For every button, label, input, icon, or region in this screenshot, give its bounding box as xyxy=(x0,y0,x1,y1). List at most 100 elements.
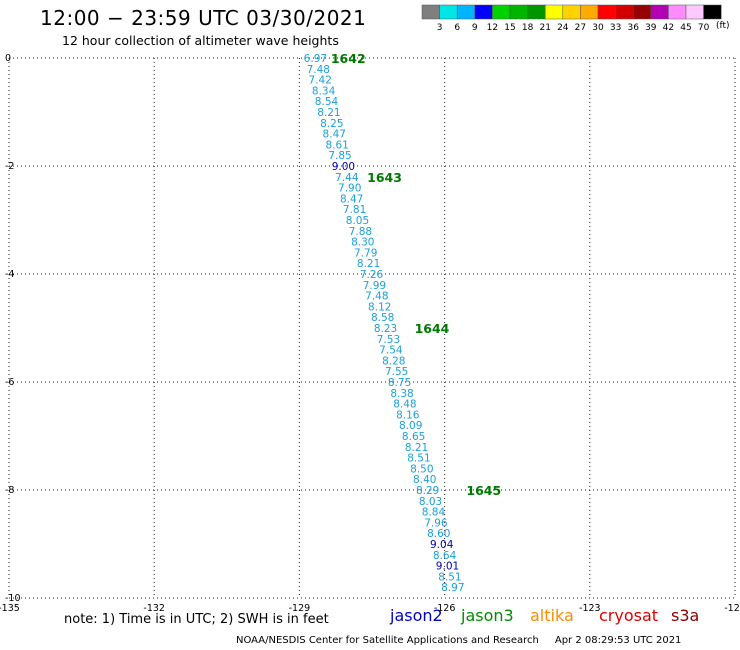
y-tick-label: -10 xyxy=(5,593,21,604)
wave-height-value: 8.97 xyxy=(441,582,464,594)
wave-height-value: 7.55 xyxy=(385,366,408,378)
wave-height-value: 8.54 xyxy=(315,96,339,108)
color-swatch xyxy=(421,4,440,20)
wave-height-value: 8.51 xyxy=(438,571,461,583)
color-tick-label: 18 xyxy=(522,23,534,33)
credit-line: NOAA/NESDIS Center for Satellite Applica… xyxy=(236,635,681,646)
color-tick-label: 27 xyxy=(575,23,586,33)
wave-height-value: 7.53 xyxy=(377,334,400,346)
color-swatch xyxy=(597,4,616,20)
color-tick-label: 12 xyxy=(487,23,498,33)
wave-height-value: 8.29 xyxy=(416,485,439,497)
wave-height-value: 8.65 xyxy=(402,431,425,443)
color-swatch xyxy=(544,4,564,20)
y-tick-label: 0 xyxy=(5,53,11,64)
color-tick-label: 36 xyxy=(627,23,639,33)
wave-height-value: 7.54 xyxy=(379,345,403,357)
wave-height-value: 8.21 xyxy=(405,442,428,454)
wave-height-value: 8.84 xyxy=(422,507,446,519)
color-tick-label: 15 xyxy=(504,23,515,33)
y-tick-label: -6 xyxy=(5,377,14,388)
wave-height-value: 8.30 xyxy=(351,237,374,249)
time-labels: 1642 1643 1644 1645 xyxy=(331,51,501,498)
color-swatch xyxy=(668,4,687,20)
wave-height-value: 7.81 xyxy=(343,204,366,216)
legend-jason2: jason2 xyxy=(390,606,443,625)
color-swatch xyxy=(685,4,704,20)
color-swatch xyxy=(615,4,634,20)
wave-height-value: 7.90 xyxy=(338,183,361,195)
wave-height-value: 7.48 xyxy=(307,64,330,76)
x-tick-label: -135 xyxy=(0,603,20,614)
wave-height-value: 7.26 xyxy=(360,269,384,281)
color-tick-label: 45 xyxy=(680,23,691,33)
x-tick-label: -126 xyxy=(434,603,456,614)
color-swatch xyxy=(509,4,528,20)
wave-height-value: 8.25 xyxy=(320,118,343,130)
wave-height-value: 6.97 xyxy=(304,53,327,65)
color-tick-label: 24 xyxy=(557,23,569,33)
wave-height-value: 8.47 xyxy=(323,129,346,141)
wave-height-value: 8.34 xyxy=(312,85,336,97)
wave-height-value: 8.28 xyxy=(382,355,405,367)
colorbar-unit: (ft) xyxy=(716,21,730,31)
wave-height-value: 8.23 xyxy=(374,323,397,335)
wave-height-value: 8.05 xyxy=(346,215,369,227)
wave-height-value: 9.01 xyxy=(436,561,459,573)
color-swatch xyxy=(562,4,581,20)
wave-height-value: 8.16 xyxy=(396,409,420,421)
y-tick-label: -8 xyxy=(5,485,14,496)
chart-subtitle: 12 hour collection of altimeter wave hei… xyxy=(62,33,339,48)
time-label: 1642 xyxy=(331,51,366,66)
wave-height-value: 8.61 xyxy=(325,139,348,151)
units-note: note: 1) Time is in UTC; 2) SWH is in fe… xyxy=(64,612,329,627)
wave-height-value: 8.38 xyxy=(390,388,413,400)
color-swatch xyxy=(456,4,476,20)
wave-height-value: 7.88 xyxy=(349,226,372,238)
color-tick-label: 42 xyxy=(663,23,674,33)
color-tick-label: 33 xyxy=(610,23,621,33)
x-tick-label: -132 xyxy=(143,603,165,614)
wave-height-value: 8.50 xyxy=(410,463,433,475)
wave-height-value: 7.96 xyxy=(424,517,448,529)
color-tick-label: 21 xyxy=(539,23,550,33)
wave-height-labels: 6.977.487.428.348.548.218.258.478.617.85… xyxy=(304,53,465,594)
color-swatch xyxy=(632,4,652,20)
wave-height-value: 8.21 xyxy=(317,107,340,119)
wave-height-value: 8.21 xyxy=(357,258,380,270)
legend-jason3: jason3 xyxy=(461,606,514,625)
wave-height-value: 8.40 xyxy=(413,474,436,486)
legend-cryosat: cryosat xyxy=(599,606,659,625)
grid-lines xyxy=(8,57,736,599)
color-swatch xyxy=(703,4,722,20)
wave-height-value: 8.09 xyxy=(399,420,422,432)
time-label: 1645 xyxy=(466,483,501,498)
color-swatch xyxy=(580,4,599,20)
wave-height-value: 9.04 xyxy=(430,539,454,551)
wave-height-value: 8.75 xyxy=(388,377,411,389)
color-swatch xyxy=(650,4,669,20)
wave-height-value: 7.79 xyxy=(354,247,377,259)
wave-height-value: 8.64 xyxy=(433,550,457,562)
x-tick-label: -120 xyxy=(724,603,740,614)
credit-text: NOAA/NESDIS Center for Satellite Applica… xyxy=(236,635,539,646)
wave-height-value: 8.03 xyxy=(419,496,442,508)
wave-height-value: 8.58 xyxy=(371,312,394,324)
color-tick-label: 6 xyxy=(454,23,460,33)
legend-s3a: s3a xyxy=(671,606,700,625)
time-label: 1643 xyxy=(367,170,402,185)
y-tick-labels: 0 -2 -4 -6 -8 -10 xyxy=(5,53,21,604)
wave-height-value: 9.00 xyxy=(332,161,355,173)
wave-height-value: 8.51 xyxy=(407,453,430,465)
timestamp: Apr 2 08:29:53 UTC 2021 xyxy=(554,635,682,646)
wave-height-value: 7.85 xyxy=(328,150,351,162)
x-tick-labels: -135 -132 -129 -126 -123 -120 xyxy=(0,603,740,614)
legend-altika: altika xyxy=(530,606,574,625)
wave-height-value: 7.48 xyxy=(365,291,388,303)
x-tick-label: -129 xyxy=(289,603,311,614)
wave-height-value: 8.12 xyxy=(368,301,391,313)
wave-height-value: 7.42 xyxy=(309,75,332,87)
color-scale: 3 6 9 12 15 18 21 24 27 30 33 36 39 42 45 70 xyxy=(421,4,722,33)
y-tick-label: -4 xyxy=(5,269,14,280)
color-tick-label: 39 xyxy=(645,23,657,33)
